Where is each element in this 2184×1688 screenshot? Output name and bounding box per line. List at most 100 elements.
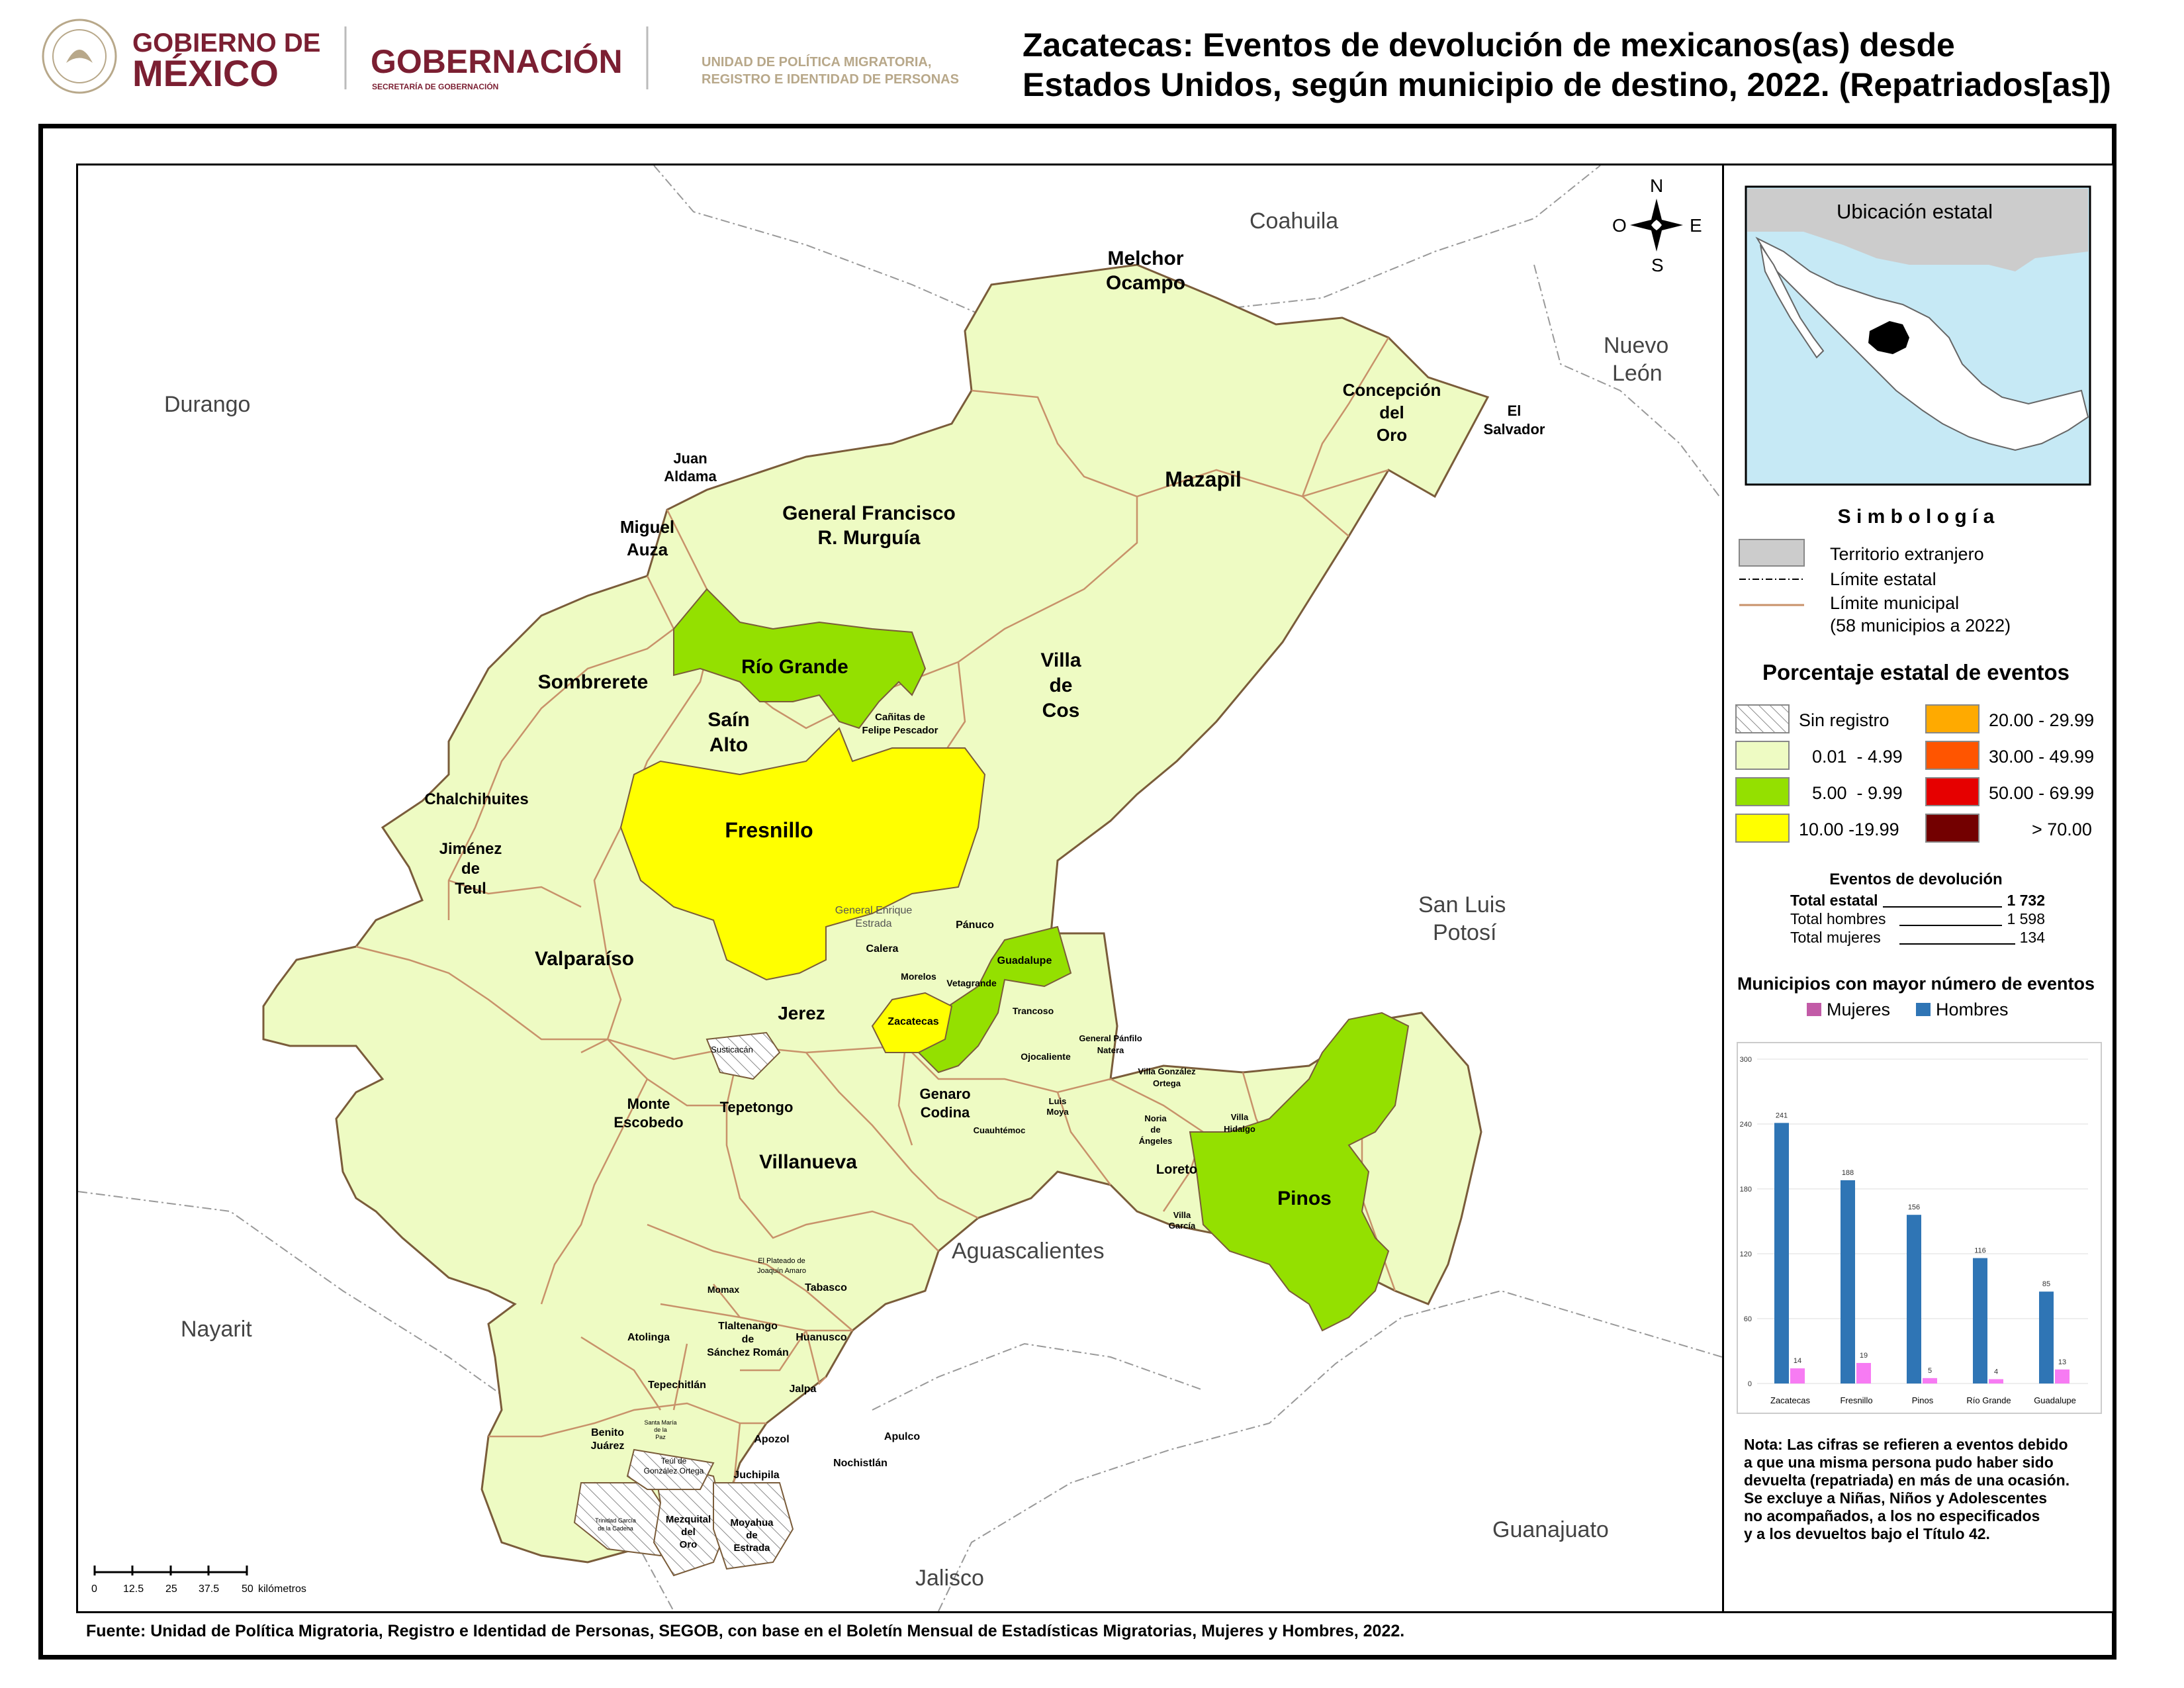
legend-svg: Ubicación estatal S i m b o l o g í a Te…	[1735, 185, 2102, 1542]
rio-grande-polygon	[673, 588, 927, 729]
pinos-polygon	[1189, 1011, 1410, 1332]
events-total-label: Total estatal	[1790, 892, 1878, 909]
percent-legend: Sin registro 0.01 - 4.99 5.00 - 9.99 10.…	[1735, 704, 2094, 843]
state-durango: Durango	[164, 392, 250, 417]
label-mezq-3: Oro	[680, 1539, 698, 1550]
compass-e: E	[1690, 215, 1702, 236]
label-trinidad-2: de la Cadena	[598, 1525, 633, 1532]
municipality-labels: Melchor Ocampo Concepción del Oro El Sal…	[424, 248, 1545, 1554]
label-cuauhtemoc: Cuauhtémoc	[974, 1125, 1026, 1135]
label-vetagrande: Vetagrande	[946, 978, 997, 988]
bar-mujeres-0	[1790, 1368, 1805, 1383]
label-santa-1: Santa María	[644, 1419, 676, 1426]
note-line5: no acompañados, a los no especificados	[1744, 1507, 2040, 1524]
label-mezq-2: del	[681, 1526, 696, 1538]
header-logos: GOBIERNO DE MÉXICO GOBERNACIÓN SECRETARÍ…	[42, 19, 959, 94]
label-vh-2: Hidalgo	[1224, 1124, 1255, 1134]
label-tepechitlan: Tepechitlán	[648, 1380, 706, 1391]
data-label-mujeres-0: 14	[1794, 1357, 1801, 1365]
inset-title: Ubicación estatal	[1837, 200, 1993, 223]
state-coahuila: Coahuila	[1250, 209, 1338, 234]
label-plat-2: Joaquín Amaro	[757, 1267, 806, 1275]
label-gpn-1: General Pánfilo	[1079, 1033, 1142, 1043]
label-benito-2: Juárez	[591, 1440, 625, 1452]
title-line2: Estados Unidos, según municipio de desti…	[1023, 66, 2111, 103]
label-tabasco: Tabasco	[805, 1282, 847, 1293]
label-trancoso: Trancoso	[1013, 1006, 1054, 1016]
legend-hombres: Hombres	[1936, 1000, 2009, 1019]
label-susticacan: Susticacán	[711, 1045, 753, 1055]
swatch-r4	[1925, 704, 1979, 733]
label-luis-1: Luis	[1049, 1096, 1067, 1106]
bar-mujeres-2	[1923, 1378, 1937, 1383]
events-title: Eventos de devolución	[1829, 870, 2002, 888]
state-nuevo-leon-1: Nuevo	[1604, 333, 1668, 358]
events-mujeres-label: Total mujeres	[1790, 929, 1881, 946]
label-tlalt-2: de	[742, 1334, 754, 1345]
data-label-hombres-0: 241	[1776, 1111, 1788, 1119]
label-trinidad-1: Trinidad García	[595, 1517, 636, 1524]
source-footer: Fuente: Unidad de Política Migratoria, R…	[86, 1622, 1405, 1640]
data-label-hombres-2: 156	[1908, 1203, 1920, 1211]
label-tepetongo: Tepetongo	[720, 1099, 794, 1115]
note-line1: Nota: Las cifras se refieren a eventos d…	[1744, 1436, 2068, 1453]
label-monte-2: Escobedo	[614, 1114, 683, 1131]
label-concep-1: Concepción	[1343, 380, 1441, 400]
label-canitas-2: Felipe Pescador	[862, 725, 938, 736]
map-panel: Coahuila Nuevo León Durango San Luis Pot…	[76, 164, 1724, 1613]
label-gfm-2: R. Murguía	[818, 527, 921, 549]
events-total-value: 1 732	[2007, 892, 2045, 909]
label-concep-3: Oro	[1377, 425, 1407, 445]
x-tick-label-2: Pinos	[1912, 1395, 1934, 1405]
label-teul-1: Teúl de	[661, 1456, 687, 1466]
label-valparaiso: Valparaíso	[535, 948, 634, 970]
scale-tick-1: 12.5	[123, 1583, 144, 1595]
label-genaro-1: Genaro	[919, 1086, 970, 1102]
scale-tick-0: 0	[91, 1583, 97, 1595]
y-tick-label-3: 180	[1740, 1186, 1752, 1194]
data-label-mujeres-3: 4	[1994, 1368, 1998, 1376]
label-riogrande: Río Grande	[741, 656, 848, 678]
swatch-sin-registro	[1735, 704, 1790, 733]
label-apulco: Apulco	[884, 1431, 920, 1442]
map-title: Zacatecas: Eventos de devolución de mexi…	[1023, 25, 2161, 105]
label-gee-2: Estrada	[855, 918, 891, 929]
bar-mujeres-1	[1856, 1362, 1871, 1383]
label-luis-2: Moya	[1046, 1107, 1069, 1117]
label-sombrerete: Sombrerete	[538, 671, 649, 693]
label-jimenez-1: Jiménez	[439, 840, 502, 858]
label-momax: Momax	[707, 1284, 739, 1295]
north-arrow-icon: N S O E	[1612, 175, 1702, 275]
susticacan-polygon	[705, 1031, 781, 1080]
label-melchor-2: Ocampo	[1106, 272, 1185, 294]
data-label-hombres-3: 116	[1974, 1247, 1986, 1255]
label-noria-1: Noria	[1144, 1113, 1167, 1123]
state-san-luis-2: Potosí	[1433, 920, 1497, 945]
label-ojocaliente: Ojocaliente	[1021, 1051, 1071, 1062]
moyahua-polygon	[713, 1482, 794, 1570]
label-moy-1: Moyahua	[730, 1517, 774, 1528]
label-tlalt-1: Tlaltenango	[718, 1321, 778, 1332]
y-tick-label-2: 120	[1740, 1250, 1752, 1258]
label-morelos: Morelos	[901, 971, 936, 982]
scale-tick-4: 50	[242, 1583, 253, 1595]
label-noria-3: Ángeles	[1139, 1136, 1173, 1146]
data-label-hombres-4: 85	[2042, 1280, 2050, 1288]
label-loreto: Loreto	[1156, 1162, 1197, 1177]
legend-state-limit: Límite estatal	[1830, 569, 1936, 589]
y-tick-label-4: 240	[1740, 1121, 1752, 1129]
label-monte-1: Monte	[627, 1096, 670, 1112]
bar-hombres-4	[2039, 1291, 2054, 1383]
note-line4: Se excluye a Niñas, Niños y Adolescentes	[1744, 1489, 2047, 1507]
legend-r3: 10.00 -19.99	[1799, 820, 1899, 839]
label-villanueva: Villanueva	[759, 1151, 857, 1173]
label-vgo-1: Villa González	[1138, 1066, 1196, 1076]
label-jimenez-2: de	[461, 860, 480, 878]
legend-municipal-note: (58 municipios a 2022)	[1830, 616, 2011, 635]
swatch-r3	[1735, 814, 1790, 843]
legend-sin-registro: Sin registro	[1799, 710, 1889, 730]
legend-r5: 30.00 - 49.99	[1989, 747, 2094, 767]
state-labels: Coahuila Nuevo León Durango San Luis Pot…	[164, 209, 1668, 1591]
legend-hombres-swatch	[1916, 1003, 1931, 1016]
coat-of-arms-icon	[42, 19, 117, 94]
